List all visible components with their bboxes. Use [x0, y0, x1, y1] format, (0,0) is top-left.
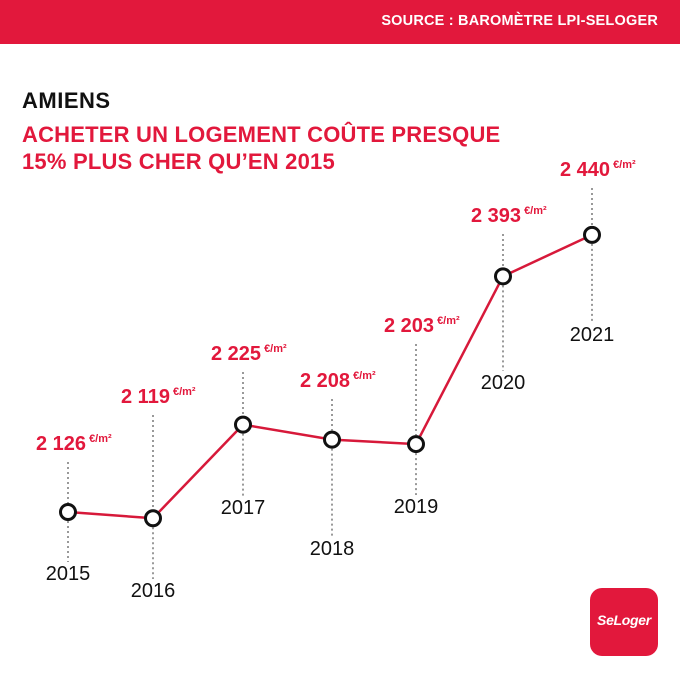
seloger-logo: SeLoger	[590, 588, 658, 656]
data-point	[323, 430, 341, 449]
value-label: 2 203 €/m²	[384, 315, 460, 337]
year-label: 2018	[310, 538, 355, 560]
headline-line-1: ACHETER UN LOGEMENT COÛTE PRESQUE	[22, 122, 501, 147]
value-label: 2 208 €/m²	[300, 370, 376, 392]
year-label: 2017	[221, 497, 266, 519]
year-label: 2019	[394, 496, 439, 518]
value-label: 2 440 €/m²	[560, 159, 636, 181]
data-point	[494, 267, 512, 286]
top-banner: SOURCE : BAROMÈTRE LPI-SELOGER	[0, 0, 680, 44]
logo-text: SeLoger	[597, 612, 651, 628]
year-label: 2020	[481, 372, 526, 394]
year-label: 2021	[570, 324, 615, 346]
source-text: SOURCE : BAROMÈTRE LPI-SELOGER	[381, 13, 658, 29]
value-label: 2 393 €/m²	[471, 205, 547, 227]
data-point	[407, 435, 425, 454]
data-point	[144, 509, 162, 528]
value-label: 2 225 €/m²	[211, 343, 287, 365]
value-label: 2 126 €/m²	[36, 433, 112, 455]
year-label: 2015	[46, 563, 91, 585]
year-label: 2016	[131, 580, 176, 602]
value-label: 2 119 €/m²	[121, 386, 196, 408]
headline: ACHETER UN LOGEMENT COÛTE PRESQUE 15% PL…	[22, 121, 500, 175]
data-point	[234, 415, 252, 434]
city-title: AMIENS	[22, 88, 111, 113]
data-point	[59, 503, 77, 522]
headline-line-2: 15% PLUS CHER QU’EN 2015	[22, 149, 335, 174]
data-point	[583, 225, 601, 244]
